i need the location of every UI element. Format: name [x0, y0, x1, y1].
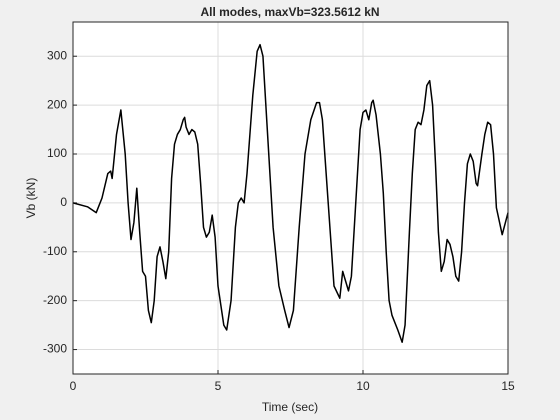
data-line [72, 43, 509, 343]
y-axis-label: Vb (kN) [24, 178, 38, 219]
y-tick-label: 300 [47, 48, 67, 62]
x-tick-label: 0 [70, 379, 77, 393]
y-tick-label: 100 [47, 146, 67, 160]
x-tick-label: 10 [356, 379, 370, 393]
x-axis-label: Time (sec) [262, 400, 318, 414]
axes-box [72, 21, 509, 375]
plot-area [73, 22, 508, 374]
y-tick-label: -200 [43, 293, 67, 307]
y-tick-label: 200 [47, 97, 67, 111]
x-tick-label: 5 [215, 379, 222, 393]
y-tick-label: -300 [43, 342, 67, 356]
y-tick-label: 0 [60, 195, 67, 209]
x-tick-label: 15 [501, 379, 515, 393]
y-tick-label: -100 [43, 244, 67, 258]
chart-title: All modes, maxVb=323.5612 kN [200, 5, 379, 19]
